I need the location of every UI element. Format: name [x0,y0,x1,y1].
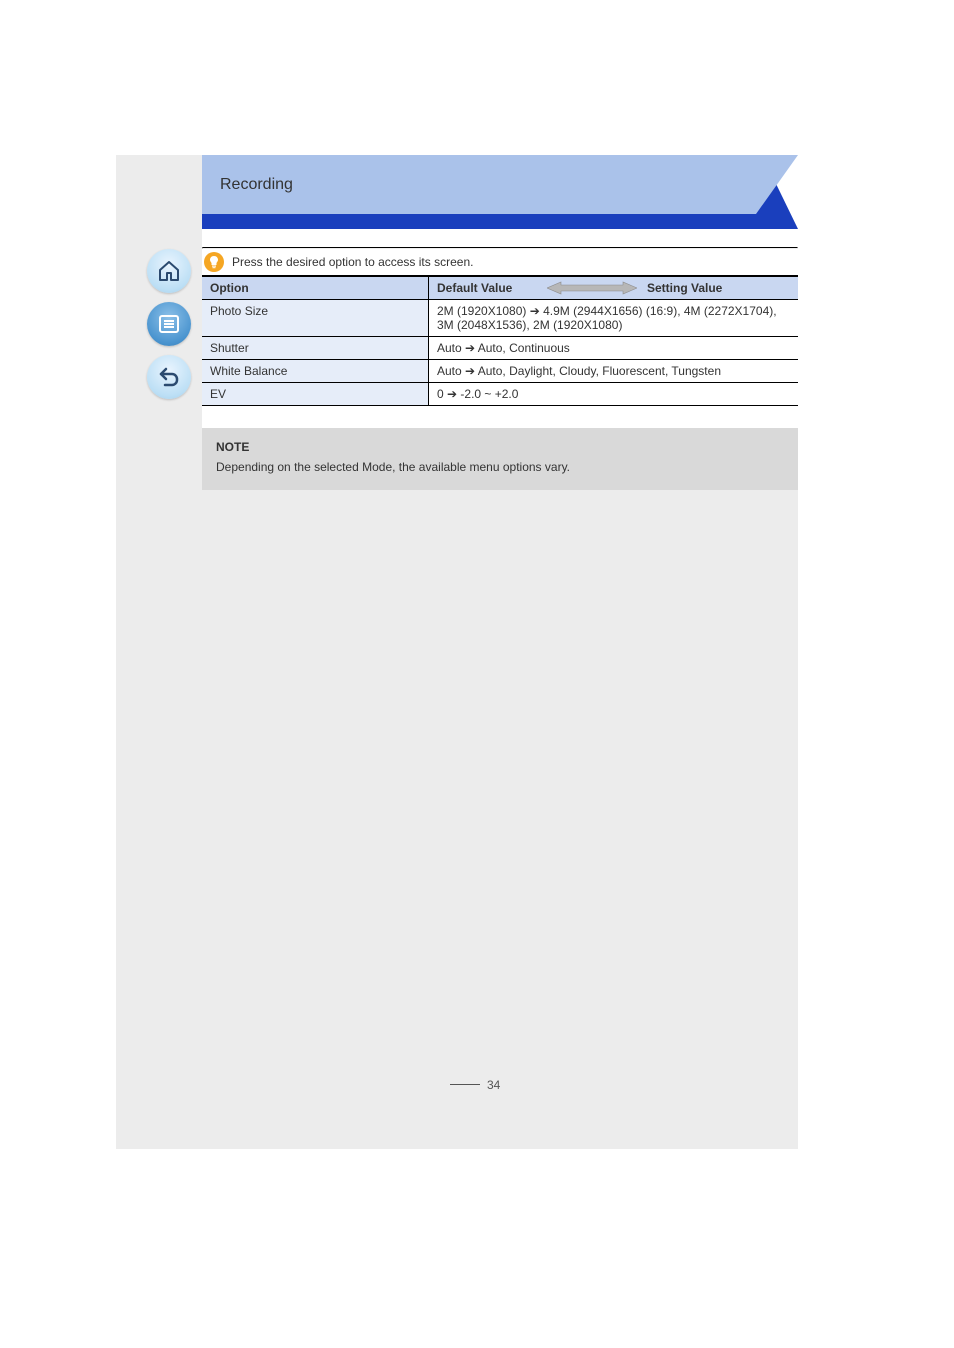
table-header-row: Option Default Value Setting Value [202,277,798,300]
page-number-value: 34 [487,1078,500,1092]
row-value: 2M (1920X1080) ➔ 4.9M (2944X1656) (16:9)… [429,300,799,337]
row-value: Auto ➔ Auto, Continuous [429,337,799,360]
header-default-label: Default Value [437,281,537,295]
row-option: EV [202,383,429,406]
options-table: Option Default Value Setting Value Photo… [202,276,798,406]
table-row: Shutter Auto ➔ Auto, Continuous [202,337,798,360]
list-icon [157,312,181,336]
note-box: NOTE Depending on the selected Mode, the… [202,428,798,490]
side-nav [147,249,191,399]
hint-text: Press the desired option to access its s… [232,255,473,269]
hint-row: Press the desired option to access its s… [202,249,798,276]
header-setting-label: Setting Value [647,281,722,295]
home-icon [157,259,181,283]
table-row: EV 0 ➔ -2.0 ~ +2.0 [202,383,798,406]
table-row: Photo Size 2M (1920X1080) ➔ 4.9M (2944X1… [202,300,798,337]
nav-contents-button[interactable] [147,302,191,346]
double-arrow-icon [547,281,637,295]
nav-home-button[interactable] [147,249,191,293]
row-option: Photo Size [202,300,429,337]
lightbulb-icon [204,252,224,272]
table-row: White Balance Auto ➔ Auto, Daylight, Clo… [202,360,798,383]
page-number: 34 [0,1078,954,1092]
section-banner: Recording [202,155,798,229]
nav-back-button[interactable] [147,355,191,399]
table-header-value: Default Value Setting Value [429,277,799,300]
note-body: Depending on the selected Mode, the avai… [216,458,784,476]
row-option: Shutter [202,337,429,360]
content-column: Recording Press the desired option to ac… [202,155,798,490]
back-icon [157,365,181,389]
banner-title: Recording [202,155,798,214]
note-title: NOTE [216,438,784,456]
row-option: White Balance [202,360,429,383]
table-header-option: Option [202,277,429,300]
row-value: 0 ➔ -2.0 ~ +2.0 [429,383,799,406]
row-value: Auto ➔ Auto, Daylight, Cloudy, Fluoresce… [429,360,799,383]
